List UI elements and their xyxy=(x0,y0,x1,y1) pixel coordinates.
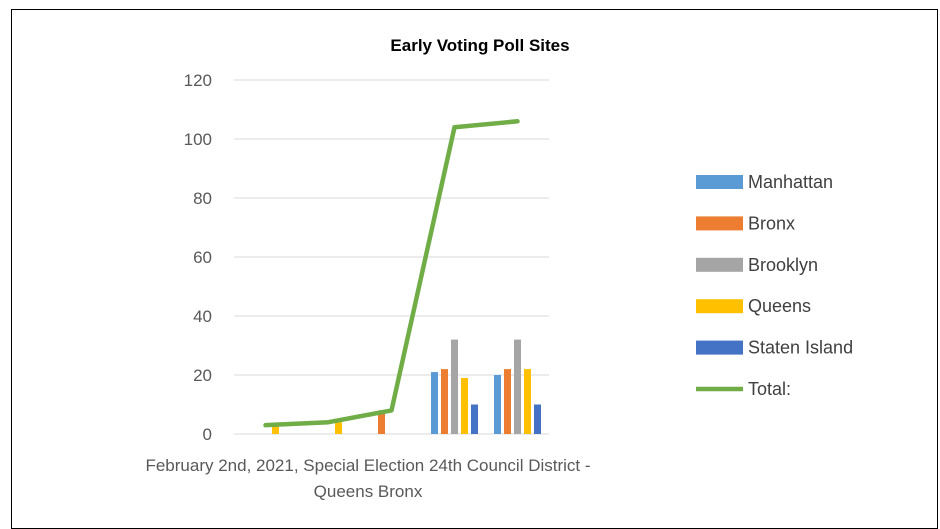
y-tick-label: 120 xyxy=(184,71,212,90)
y-tick-label: 0 xyxy=(203,425,212,444)
bar-queens xyxy=(272,425,279,434)
y-axis-ticks: 0 20 40 60 80 100 120 xyxy=(184,71,212,444)
legend-label-bronx: Bronx xyxy=(748,213,795,233)
bar-queens xyxy=(524,369,531,434)
total-line-group xyxy=(263,119,520,428)
bar-staten-island xyxy=(471,404,478,434)
chart-svg: Early Voting Poll Sites 020406080100120 … xyxy=(145,36,853,501)
bars xyxy=(272,339,541,434)
y-tick-label: 80 xyxy=(193,189,212,208)
legend-swatch-queens xyxy=(696,299,743,314)
gridlines xyxy=(234,79,549,435)
bar-manhattan xyxy=(494,375,501,434)
legend-label-total: Total: xyxy=(748,379,791,399)
legend-label-staten-island: Staten Island xyxy=(748,338,853,358)
chart-frame xyxy=(11,9,938,529)
x-category-label-line-1: February 2nd, 2021, Special Election 24t… xyxy=(145,456,590,475)
y-tick-label: 60 xyxy=(193,248,212,267)
chart-title: Early Voting Poll Sites xyxy=(390,36,569,55)
bar-queens xyxy=(335,422,342,434)
legend-label-queens: Queens xyxy=(748,296,811,316)
bar-queens xyxy=(461,377,468,434)
bar-bronx xyxy=(504,369,511,434)
x-axis-labels: February 2nd, 2021, Special Election 24t… xyxy=(145,456,590,501)
x-category-label-line-2: Queens Bronx xyxy=(314,482,423,501)
legend-swatch-brooklyn xyxy=(696,257,743,272)
bar-bronx xyxy=(378,410,385,434)
y-tick-label: 40 xyxy=(193,307,212,326)
bar-brooklyn xyxy=(514,339,521,434)
legend-swatch-manhattan xyxy=(696,175,743,189)
legend-label-brooklyn: Brooklyn xyxy=(748,255,818,275)
legend-swatch-bronx xyxy=(696,216,743,231)
bar-manhattan xyxy=(431,372,438,434)
legend: Manhattan Bronx Brooklyn Queens Staten Islan… xyxy=(696,172,853,399)
bar-staten-island xyxy=(534,404,541,434)
legend-label-manhattan: Manhattan xyxy=(748,172,833,192)
y-tick-label: 20 xyxy=(193,366,212,385)
y-tick-label: 100 xyxy=(184,130,212,149)
legend-swatch-staten-island xyxy=(696,340,743,355)
total-line xyxy=(263,119,520,428)
bar-bronx xyxy=(441,369,448,434)
bar-brooklyn xyxy=(451,339,458,434)
